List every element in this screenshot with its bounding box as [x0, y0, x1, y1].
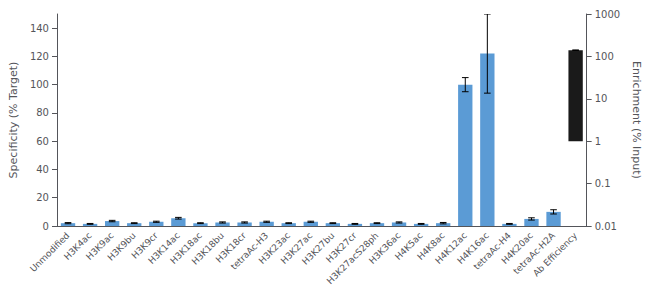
svg-text:H4K5ac: H4K5ac: [393, 230, 425, 262]
svg-text:1000: 1000: [595, 9, 620, 20]
svg-text:tetraAc-H4: tetraAc-H4: [471, 230, 513, 272]
svg-text:H3K18ac: H3K18ac: [168, 230, 204, 266]
svg-text:H4K8ac: H4K8ac: [415, 230, 447, 262]
svg-text:60: 60: [36, 136, 49, 147]
svg-text:Enrichment (% Input): Enrichment (% Input): [630, 61, 643, 179]
svg-text:H4K12ac: H4K12ac: [433, 230, 469, 266]
svg-text:0: 0: [43, 221, 49, 232]
svg-text:H3K27cr: H3K27cr: [324, 230, 359, 265]
svg-text:Specificity (% Target): Specificity (% Target): [7, 62, 20, 179]
svg-text:H3K14ac: H3K14ac: [146, 230, 182, 266]
svg-text:Ab Efficiency: Ab Efficiency: [531, 230, 580, 279]
svg-text:0.01: 0.01: [595, 221, 617, 232]
svg-text:H3K23ac: H3K23ac: [256, 230, 293, 266]
svg-text:H3K36ac: H3K36ac: [367, 230, 403, 266]
svg-text:100: 100: [30, 79, 49, 90]
svg-text:100: 100: [595, 51, 614, 62]
svg-text:Unmodified: Unmodified: [28, 230, 72, 274]
svg-text:H3K18cr: H3K18cr: [213, 230, 249, 265]
svg-text:H3K4ac: H3K4ac: [62, 230, 94, 262]
svg-text:tetraAc-H2A: tetraAc-H2A: [511, 230, 558, 277]
svg-text:H3K9cr: H3K9cr: [129, 230, 160, 261]
svg-text:140: 140: [30, 23, 49, 34]
svg-text:40: 40: [36, 164, 49, 175]
svg-text:H4K16ac: H4K16ac: [455, 230, 491, 266]
svg-text:tetraAc-H3: tetraAc-H3: [228, 230, 271, 272]
svg-text:1: 1: [595, 136, 601, 147]
svg-text:H3K27acS28ph: H3K27acS28ph: [324, 230, 381, 287]
svg-text:20: 20: [36, 192, 49, 203]
svg-text:80: 80: [36, 107, 49, 118]
svg-text:120: 120: [30, 51, 49, 62]
svg-text:H3K18bu: H3K18bu: [189, 230, 226, 267]
svg-text:0.1: 0.1: [595, 178, 611, 189]
svg-text:H3K27ac: H3K27ac: [278, 230, 315, 266]
svg-text:10: 10: [595, 93, 608, 104]
svg-text:H3K9bu: H3K9bu: [105, 230, 138, 263]
svg-text:H4K20ac: H4K20ac: [499, 230, 535, 266]
svg-text:H3K9ac: H3K9ac: [84, 230, 116, 262]
svg-text:H3K27bu: H3K27bu: [300, 230, 337, 267]
